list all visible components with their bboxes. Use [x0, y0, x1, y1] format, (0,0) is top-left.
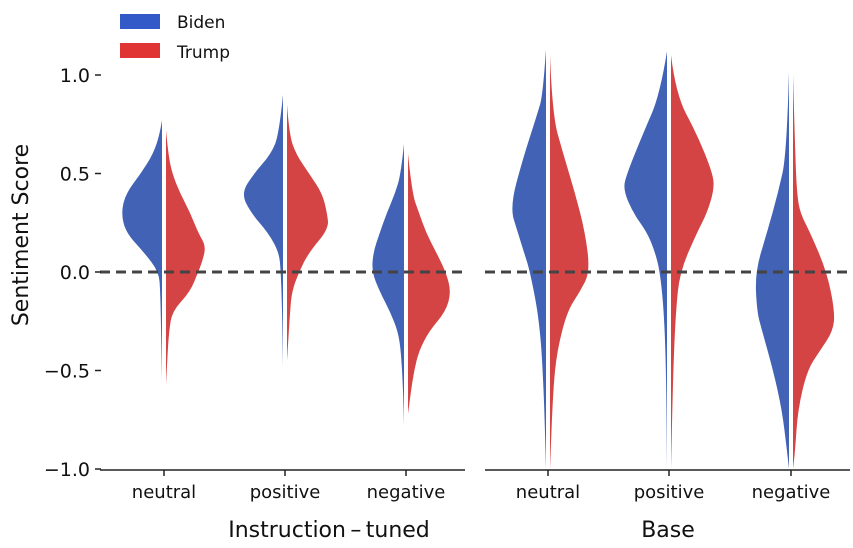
violin-trump-base-positive: [671, 55, 714, 470]
x-tick-label: negative: [752, 482, 831, 503]
legend: Biden Trump: [120, 13, 230, 63]
y-tick-label: −0.5: [44, 361, 90, 383]
violin-trump-instruction-neutral: [166, 130, 205, 385]
y-tick-label: 0.0: [60, 262, 90, 284]
x-tick-label: neutral: [132, 482, 196, 503]
x-tick-label: positive: [250, 482, 321, 503]
violin-biden-instruction-positive: [243, 94, 283, 367]
panel-label: Base: [641, 518, 695, 543]
axes: neutral positive negative Instruction – tun…: [44, 65, 850, 543]
x-tick-label: negative: [367, 482, 446, 503]
y-tick-label: 0.5: [60, 164, 90, 186]
violin-biden-instruction-neutral: [122, 120, 162, 381]
legend-label-biden: Biden: [177, 13, 225, 33]
violin-trump-base-neutral: [550, 55, 589, 470]
x-tick-label: positive: [634, 482, 705, 503]
legend-label-trump: Trump: [176, 43, 230, 63]
violin-trump-instruction-negative: [408, 153, 450, 414]
violin-trump-instruction-positive: [287, 104, 328, 361]
legend-swatch-trump: [120, 43, 160, 58]
violin-biden-base-positive: [624, 51, 667, 470]
legend-swatch-biden: [120, 14, 160, 29]
violin-biden-base-negative: [755, 71, 789, 469]
violin-biden-instruction-negative: [372, 143, 404, 426]
violins: [122, 49, 835, 470]
y-tick-label: −1.0: [44, 459, 90, 481]
y-tick-label: 1.0: [60, 65, 90, 87]
y-axis-label: Sentiment Score: [9, 144, 34, 326]
violin-biden-base-neutral: [512, 49, 546, 469]
panel-label: Instruction – tuned: [228, 518, 430, 543]
x-tick-label: neutral: [516, 482, 580, 503]
